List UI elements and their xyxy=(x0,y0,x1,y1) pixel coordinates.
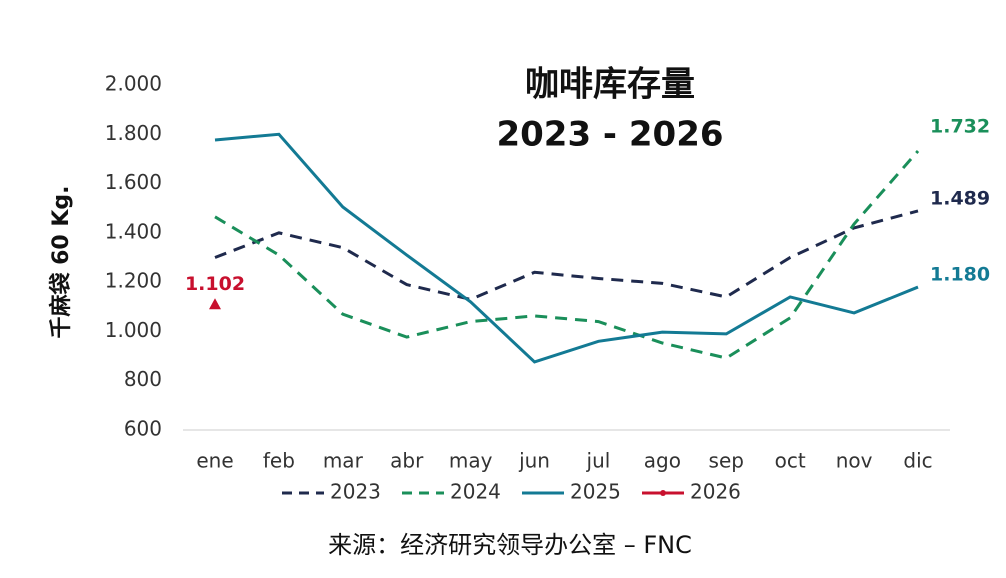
x-tick-label: mar xyxy=(323,449,364,473)
y-tick-label: 1.600 xyxy=(105,170,162,194)
x-tick-label: jul xyxy=(586,449,611,473)
legend-label: 2026 xyxy=(690,480,741,504)
x-tick-label: oct xyxy=(775,449,806,473)
x-tick-label: ene xyxy=(196,449,233,473)
x-tick-label: may xyxy=(449,449,493,473)
legend-label: 2024 xyxy=(450,480,501,504)
x-tick-label: abr xyxy=(390,449,424,473)
y-tick-label: 2.000 xyxy=(105,72,162,96)
y-tick-label: 1.800 xyxy=(105,121,162,145)
series-line xyxy=(214,132,919,364)
x-tick-label: nov xyxy=(836,449,873,473)
x-tick-label: dic xyxy=(903,449,932,473)
x-tick-label: sep xyxy=(709,449,744,473)
data-label: 1.489 xyxy=(930,187,990,209)
legend-label: 2025 xyxy=(570,480,621,504)
chart-title: 咖啡库存量 xyxy=(525,65,695,105)
series-line xyxy=(214,150,920,360)
series-line xyxy=(214,209,919,301)
y-tick-label: 1.400 xyxy=(105,219,162,243)
x-tick-label: ago xyxy=(644,449,681,473)
x-tick-label: feb xyxy=(263,449,295,473)
source: 来源：经济研究领导办公室 – FNC xyxy=(328,531,692,559)
y-tick-label: 1.200 xyxy=(105,269,162,293)
y-tick-label: 800 xyxy=(124,367,162,391)
y-axis-label: 千麻袋 60 Kg. xyxy=(48,185,74,338)
legend-swatch-dot xyxy=(660,490,666,496)
data-label: 1.180 xyxy=(930,264,990,286)
data-label: 1.102 xyxy=(185,273,245,295)
x-tick-label: jun xyxy=(518,449,550,473)
y-tick-label: 1.000 xyxy=(105,318,162,342)
legend-label: 2023 xyxy=(330,480,381,504)
y-tick-label: 600 xyxy=(124,417,162,441)
chart-title: 2023 - 2026 xyxy=(496,115,723,155)
data-label: 1.732 xyxy=(930,116,990,138)
point-marker xyxy=(209,298,221,310)
